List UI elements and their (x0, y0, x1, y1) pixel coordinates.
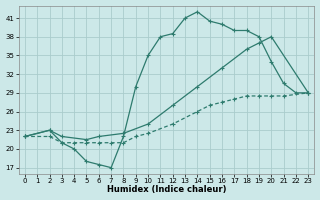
X-axis label: Humidex (Indice chaleur): Humidex (Indice chaleur) (107, 185, 226, 194)
